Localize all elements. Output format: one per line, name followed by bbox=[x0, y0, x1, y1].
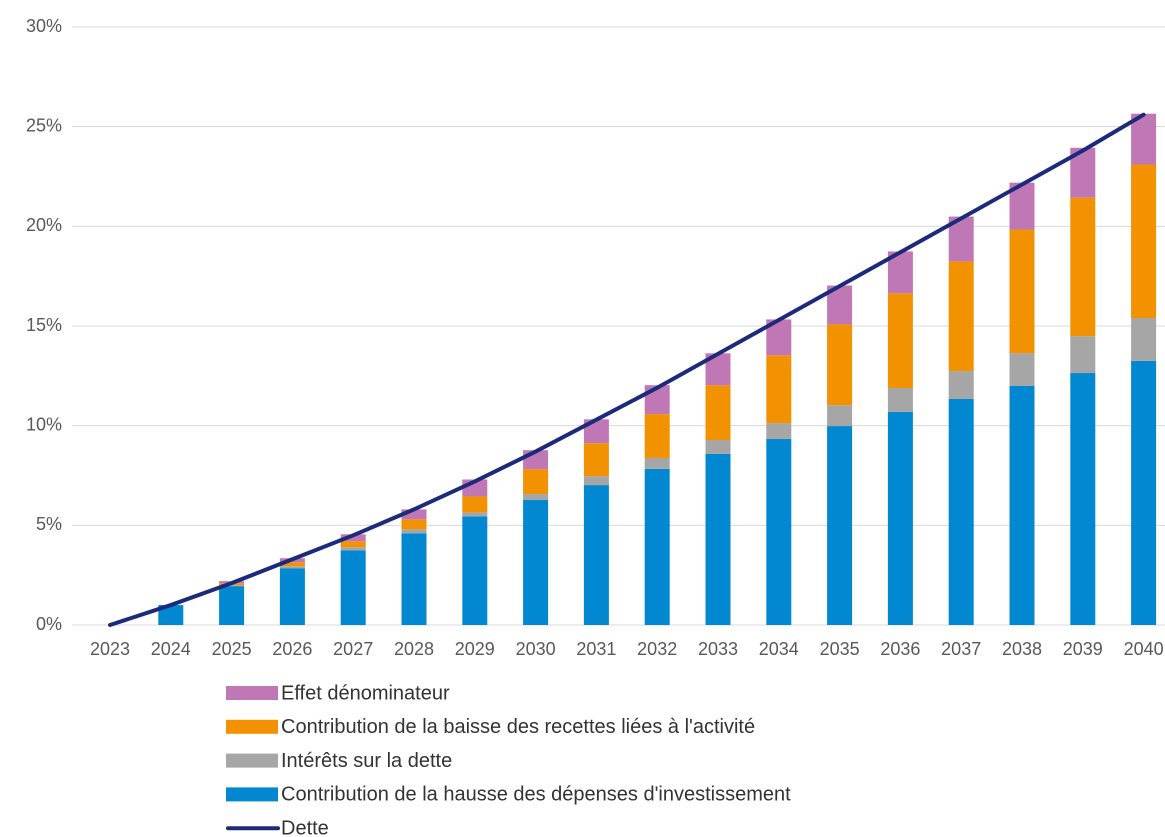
bar-segment bbox=[705, 385, 731, 441]
x-tick-label: 2031 bbox=[576, 639, 616, 659]
bar-segment bbox=[1131, 360, 1157, 625]
bar-segment bbox=[462, 512, 488, 517]
bar-segment bbox=[401, 509, 427, 520]
x-tick-label: 2035 bbox=[820, 639, 860, 659]
bar-segment bbox=[766, 355, 792, 424]
bar-segment bbox=[219, 586, 245, 625]
bar-segment bbox=[887, 411, 913, 625]
bar-segment bbox=[279, 566, 305, 569]
bar-segment bbox=[887, 293, 913, 388]
x-tick-label: 2028 bbox=[394, 639, 434, 659]
bar-segment bbox=[340, 534, 366, 542]
legend-swatch bbox=[226, 686, 278, 700]
x-tick-label: 2040 bbox=[1124, 639, 1164, 659]
bar-segment bbox=[887, 387, 913, 412]
x-tick-label: 2027 bbox=[333, 639, 373, 659]
bar-segment bbox=[401, 529, 427, 534]
x-tick-label: 2024 bbox=[151, 639, 191, 659]
bar-segment bbox=[948, 261, 974, 372]
bar-segment bbox=[279, 568, 305, 625]
bar-segment bbox=[583, 443, 609, 477]
bar-segment bbox=[462, 496, 488, 513]
bar-segment bbox=[340, 541, 366, 548]
x-tick-label: 2039 bbox=[1063, 639, 1103, 659]
y-tick-label: 10% bbox=[26, 414, 62, 434]
bar-segment bbox=[1070, 373, 1096, 625]
bar-segment bbox=[766, 423, 792, 440]
bar-segment bbox=[1131, 164, 1157, 319]
bar-segment bbox=[766, 439, 792, 625]
legend: Effet dénominateur Contribution de la bai… bbox=[226, 682, 791, 837]
bar-segment bbox=[462, 516, 488, 625]
x-tick-label: 2034 bbox=[759, 639, 799, 659]
legend-swatch bbox=[226, 787, 278, 802]
bar-segment bbox=[1070, 336, 1096, 374]
x-tick-label: 2025 bbox=[212, 639, 252, 659]
x-tick-label: 2036 bbox=[880, 639, 920, 659]
bar-segment bbox=[1009, 353, 1035, 386]
bar-segment bbox=[705, 440, 731, 454]
y-tick-label: 30% bbox=[26, 16, 62, 36]
line-series bbox=[108, 112, 1146, 627]
bar-segment bbox=[827, 405, 853, 427]
x-tick-label: 2033 bbox=[698, 639, 738, 659]
bar-segment bbox=[583, 485, 609, 625]
bar-segment bbox=[1131, 318, 1157, 361]
y-tick-label: 20% bbox=[26, 215, 62, 235]
x-tick-label: 2038 bbox=[1002, 639, 1042, 659]
bar-segment bbox=[340, 550, 366, 625]
bar-segment bbox=[705, 453, 731, 625]
x-tick-label: 2026 bbox=[272, 639, 312, 659]
bar-segment bbox=[158, 605, 184, 625]
x-tick-label: 2029 bbox=[455, 639, 495, 659]
bar-segment bbox=[827, 426, 853, 625]
legend-label: Contribution de la baisse des recettes l… bbox=[281, 716, 755, 738]
bar-segment bbox=[948, 371, 974, 399]
bar-segment bbox=[827, 324, 853, 406]
bar-segment bbox=[644, 414, 670, 458]
bar-segment bbox=[1009, 229, 1035, 354]
x-tick-label: 2023 bbox=[90, 639, 130, 659]
x-tick-label: 2030 bbox=[516, 639, 556, 659]
bar-segment bbox=[523, 494, 549, 501]
bar-segment bbox=[1070, 197, 1096, 337]
legend-label: Dette bbox=[281, 817, 329, 837]
bar-segment bbox=[644, 468, 670, 625]
y-tick-label: 15% bbox=[26, 315, 62, 335]
bar-segment bbox=[583, 419, 609, 444]
bar-segment bbox=[279, 562, 305, 567]
legend-swatch bbox=[226, 753, 278, 768]
bar-segment bbox=[401, 519, 427, 530]
bar-segment bbox=[340, 547, 366, 551]
bar-segment bbox=[219, 585, 245, 587]
legend-label: Effet dénominateur bbox=[281, 682, 450, 704]
bar-segment bbox=[1131, 113, 1157, 165]
legend-label: Contribution de la hausse des dépenses d… bbox=[281, 784, 791, 806]
x-tick-label: 2032 bbox=[637, 639, 677, 659]
legend-swatch bbox=[226, 719, 278, 734]
bar-segment bbox=[523, 469, 549, 495]
bar-segment bbox=[644, 457, 670, 469]
x-tick-label: 2037 bbox=[941, 639, 981, 659]
bar-segment bbox=[523, 500, 549, 625]
bar-segment bbox=[1009, 385, 1035, 625]
y-tick-label: 5% bbox=[36, 514, 62, 534]
y-tick-label: 25% bbox=[26, 115, 62, 135]
bar-segment bbox=[401, 533, 427, 625]
bar-segment bbox=[948, 398, 974, 625]
bar-segment bbox=[583, 476, 609, 486]
legend-label: Intérêts sur la dette bbox=[281, 750, 452, 772]
y-tick-label: 0% bbox=[36, 614, 62, 634]
